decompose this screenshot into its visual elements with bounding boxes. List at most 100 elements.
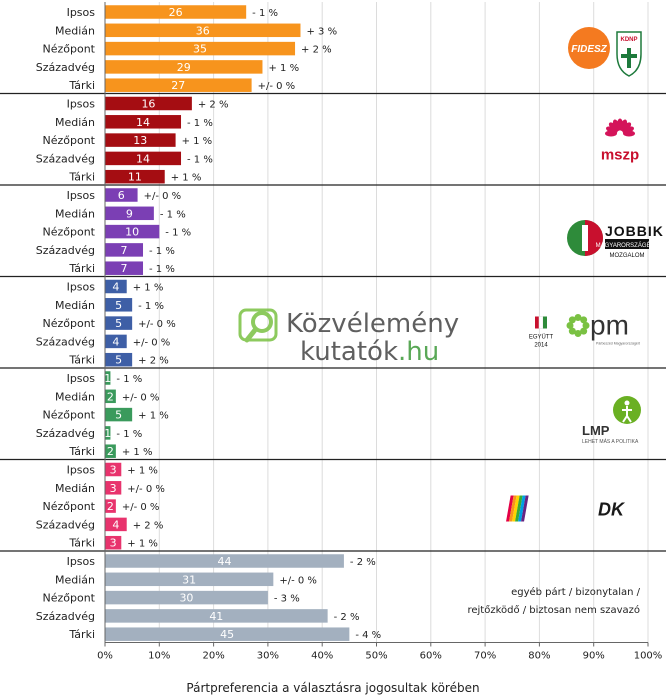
- pollster-label: Nézőpont: [43, 317, 96, 330]
- change-label: - 2 %: [334, 612, 360, 623]
- jobbik-subtitle: MAGYARORSZÁGÉRT: [596, 242, 659, 249]
- jobbik-cross-icon: [582, 225, 588, 251]
- dk-text: DK: [598, 500, 626, 520]
- change-label: + 1 %: [127, 539, 158, 550]
- bar: [105, 334, 127, 349]
- x-tick-label: 90%: [583, 651, 605, 662]
- change-label: +/- 0 %: [258, 81, 296, 92]
- egyutt-flag-green: [543, 316, 547, 329]
- change-label: - 1 %: [187, 118, 213, 129]
- group-egy-b: Ipsos 44 - 2 % Medián 31 +/- 0 % Nézőpont 30 - 3…: [0, 550, 666, 641]
- bar: [105, 407, 133, 422]
- x-tick-label: 50%: [365, 651, 387, 662]
- bar-value-label: 9: [126, 207, 133, 220]
- group-fidesz-kdnp: Ipsos 26 - 1 % Medián 36 + 3 % Nézőpont 35 + 2 %…: [36, 5, 337, 92]
- change-label: + 1 %: [138, 411, 169, 422]
- group-dk: Ipsos 3 + 1 % Medián 3 +/- 0 % Nézőpont 2 +/- 0 …: [0, 458, 666, 550]
- pm-flower-petal: [568, 316, 576, 324]
- bar-value-label: 14: [136, 116, 150, 129]
- pollster-label: Századvég: [36, 244, 95, 257]
- fidesz-kdnp-logo: FIDESZ KDNP: [568, 27, 642, 77]
- watermark-line2: kutatók.hu: [300, 337, 439, 367]
- x-tick-label: 0%: [97, 651, 113, 662]
- change-label: - 1 %: [160, 209, 186, 220]
- bar: [105, 133, 176, 147]
- change-label: +/- 0 %: [133, 337, 171, 348]
- pollster-label: Tárki: [68, 354, 95, 367]
- bar-value-label: 45: [220, 628, 234, 641]
- bar: [105, 188, 138, 202]
- pollster-label: Tárki: [68, 628, 95, 641]
- change-label: +/- 0 %: [138, 319, 176, 330]
- bar: [105, 481, 122, 495]
- pm-text: pm: [590, 310, 629, 341]
- pollster-label: Századvég: [36, 152, 95, 165]
- jobbik-subtitle2: MOZGALOM: [609, 253, 644, 259]
- jobbik-emblem-half: [585, 220, 603, 256]
- change-label: +/- 0 %: [144, 191, 182, 202]
- x-tick-label: 10%: [148, 651, 170, 662]
- egyutt-text: EGYÜTT: [529, 334, 554, 341]
- bar: [105, 609, 328, 623]
- bar: [105, 169, 165, 184]
- bar-groups: Ipsos 26- 1 %Medián 36 + 3 %Nézőpont 35 + 2 %…: [0, 5, 666, 641]
- change-label: + 2 %: [133, 520, 164, 531]
- change-label: - 1 %: [149, 246, 175, 257]
- change-label: - 1 %: [138, 301, 164, 312]
- kdnp-cross-bar: [621, 54, 637, 58]
- change-label: - 1 %: [252, 8, 278, 19]
- pollster-label: Ipsos: [67, 555, 96, 568]
- pollster-label: Ipsos: [67, 464, 96, 477]
- lmp-subtitle: LEHET MÁS A POLITIKA: [582, 438, 639, 445]
- fidesz-text: FIDESZ: [571, 44, 607, 55]
- bar-value-label: 7: [121, 244, 128, 257]
- dk-stripe: [506, 495, 514, 522]
- mszp-logo: mszp: [601, 118, 639, 164]
- change-label: - 1 %: [149, 264, 175, 275]
- bar: [105, 5, 247, 19]
- pollster-label: Tárki: [68, 537, 95, 550]
- bar: [105, 206, 154, 221]
- bar-value-label: 36: [196, 24, 210, 37]
- bar-value-label: 5: [115, 409, 122, 422]
- x-tick-label: 20%: [202, 651, 224, 662]
- pollster-label: Nézőpont: [43, 409, 96, 422]
- bar: [105, 590, 268, 605]
- bar: [105, 627, 350, 641]
- bar-value-label: 14: [136, 152, 150, 165]
- dk-stripe: [518, 495, 526, 522]
- pollster-label: Medián: [55, 390, 95, 403]
- x-tick-label: 100%: [634, 651, 663, 662]
- group-mszp: Ipsos 16 + 2 % Medián 14 - 1 % Nézőpont 13 + 1 %…: [0, 92, 666, 184]
- dk-stripe: [521, 495, 529, 522]
- pollster-label: Nézőpont: [43, 134, 96, 147]
- pollster-label: Ipsos: [67, 98, 96, 111]
- change-label: +/- 0 %: [122, 392, 160, 403]
- kdnp-text: KDNP: [620, 37, 637, 43]
- change-label: + 1 %: [171, 173, 202, 184]
- watermark-line2-main: kutatók: [300, 337, 398, 367]
- pollster-label: Medián: [55, 573, 95, 586]
- bar-value-label: 3: [110, 464, 117, 477]
- bar: [105, 371, 111, 385]
- x-axis-title: Pártpreferencia a választásra jogosultak…: [186, 681, 479, 695]
- x-tick-label: 30%: [257, 651, 279, 662]
- change-label: + 1 %: [122, 447, 153, 458]
- bar-value-label: 4: [112, 335, 119, 348]
- pollster-label: Tárki: [68, 445, 95, 458]
- bar: [105, 444, 116, 458]
- bar-value-label: 30: [179, 592, 193, 605]
- x-tick-label: 80%: [528, 651, 550, 662]
- change-label: - 1 %: [187, 154, 213, 165]
- lmp-figure-head: [624, 400, 630, 406]
- bar-value-label: 5: [115, 317, 122, 330]
- pollster-label: Medián: [55, 299, 95, 312]
- bar: [105, 261, 144, 275]
- bar: [105, 298, 133, 312]
- bar-value-label: 3: [110, 482, 117, 495]
- lmp-text: LMP: [582, 423, 610, 438]
